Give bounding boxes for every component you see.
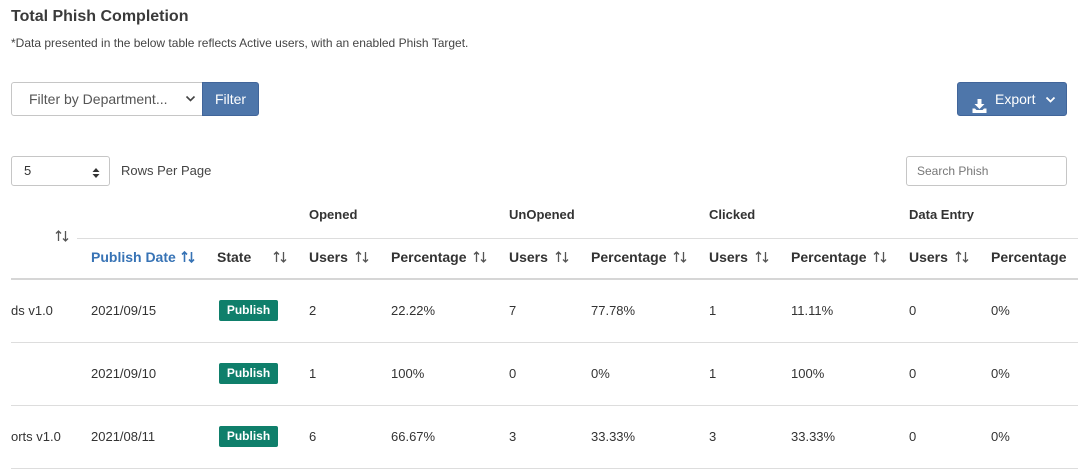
cell-clicked-users: 1: [709, 366, 717, 381]
row-divider: [11, 468, 1078, 469]
sort-icon[interactable]: [555, 250, 569, 269]
filter-button[interactable]: Filter: [202, 82, 259, 116]
group-header-clicked: Clicked: [709, 207, 756, 222]
page-subtitle: *Data presented in the below table refle…: [11, 36, 469, 50]
sort-icon[interactable]: [273, 250, 287, 269]
column-header-clicked-users[interactable]: Users: [709, 249, 748, 265]
status-badge: Publish: [219, 300, 278, 321]
export-button[interactable]: Export: [957, 82, 1067, 116]
column-header-unopened-users[interactable]: Users: [509, 249, 548, 265]
rows-per-page-value: 5: [24, 163, 32, 178]
cell-unopened-users: 0: [509, 366, 517, 381]
cell-clicked-percentage: 33.33%: [791, 429, 836, 444]
cell-unopened-percentage: 77.78%: [591, 303, 636, 318]
sort-icon[interactable]: [755, 250, 769, 269]
cell-data-entry-users: 0: [909, 429, 917, 444]
status-badge: Publish: [219, 363, 278, 384]
sort-icon[interactable]: [355, 250, 369, 269]
cell-clicked-users: 3: [709, 429, 717, 444]
cell-unopened-users: 3: [509, 429, 517, 444]
sort-icon[interactable]: [873, 250, 887, 269]
cell-opened-users: 1: [309, 366, 317, 381]
cell-opened-percentage: 22.22%: [391, 303, 436, 318]
cell-clicked-percentage: 11.11%: [791, 303, 834, 318]
group-header-divider: [77, 238, 1078, 239]
column-header-publish-date[interactable]: Publish Date: [91, 249, 176, 265]
download-icon: [972, 92, 987, 124]
search-input[interactable]: [906, 156, 1067, 186]
status-badge: Publish: [219, 426, 278, 447]
column-header-unopened-percentage[interactable]: Percentage: [591, 249, 667, 265]
cell-publish-date: 2021/09/15: [91, 303, 157, 318]
sort-active-icon[interactable]: [181, 250, 195, 269]
table-header-divider: [11, 278, 1078, 280]
cell-data-entry-users: 0: [909, 366, 917, 381]
cell-opened-percentage: 66.67%: [391, 429, 436, 444]
column-header-data-entry-percentage[interactable]: Percentage: [991, 249, 1067, 265]
cell-clicked-percentage: 100%: [791, 366, 825, 381]
cell-opened-users: 2: [309, 303, 317, 318]
chevron-down-icon: [1045, 84, 1056, 127]
sort-icon[interactable]: [55, 229, 69, 248]
group-header-unopened: UnOpened: [509, 207, 575, 222]
rows-per-page-select[interactable]: 5: [11, 156, 110, 186]
cell-publish-date: 2021/08/11: [91, 429, 156, 444]
cell-data-entry-percentage: 0%: [991, 366, 1010, 381]
chevron-down-icon: [185, 83, 196, 128]
group-header-data-entry: Data Entry: [909, 207, 975, 222]
cell-name: orts v1.0: [11, 429, 61, 444]
select-updown-icon: [92, 163, 100, 191]
sort-icon[interactable]: [473, 250, 487, 269]
column-header-opened-users[interactable]: Users: [309, 249, 348, 265]
column-header-opened-percentage[interactable]: Percentage: [391, 249, 467, 265]
department-select-value: Filter by Department...: [29, 91, 168, 107]
row-divider: [11, 405, 1078, 406]
column-header-state[interactable]: State: [217, 249, 252, 265]
cell-opened-percentage: 100%: [391, 366, 425, 381]
sort-icon[interactable]: [955, 250, 969, 269]
cell-unopened-percentage: 33.33%: [591, 429, 636, 444]
cell-data-entry-percentage: 0%: [991, 303, 1010, 318]
cell-opened-users: 6: [309, 429, 317, 444]
cell-publish-date: 2021/09/10: [91, 366, 157, 381]
rows-per-page-label: Rows Per Page: [121, 163, 212, 178]
department-select[interactable]: Filter by Department...: [11, 82, 203, 116]
cell-unopened-percentage: 0%: [591, 366, 610, 381]
group-header-opened: Opened: [309, 207, 358, 222]
column-header-clicked-percentage[interactable]: Percentage: [791, 249, 867, 265]
export-label: Export: [995, 91, 1036, 107]
cell-unopened-users: 7: [509, 303, 517, 318]
row-divider: [11, 342, 1078, 343]
cell-data-entry-users: 0: [909, 303, 917, 318]
page-title: Total Phish Completion: [11, 8, 189, 25]
cell-name: ds v1.0: [11, 303, 53, 318]
sort-icon[interactable]: [673, 250, 687, 269]
column-header-data-entry-users[interactable]: Users: [909, 249, 948, 265]
cell-data-entry-percentage: 0%: [991, 429, 1010, 444]
cell-clicked-users: 1: [709, 303, 717, 318]
